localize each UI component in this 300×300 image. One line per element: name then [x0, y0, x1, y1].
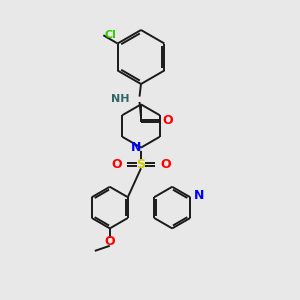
- Text: O: O: [112, 158, 122, 171]
- Text: S: S: [136, 158, 146, 171]
- Text: O: O: [160, 158, 170, 171]
- Text: NH: NH: [111, 94, 130, 104]
- Text: O: O: [162, 113, 172, 127]
- Text: O: O: [104, 236, 115, 248]
- Text: N: N: [130, 141, 141, 154]
- Text: N: N: [194, 189, 204, 202]
- Text: Cl: Cl: [105, 30, 117, 40]
